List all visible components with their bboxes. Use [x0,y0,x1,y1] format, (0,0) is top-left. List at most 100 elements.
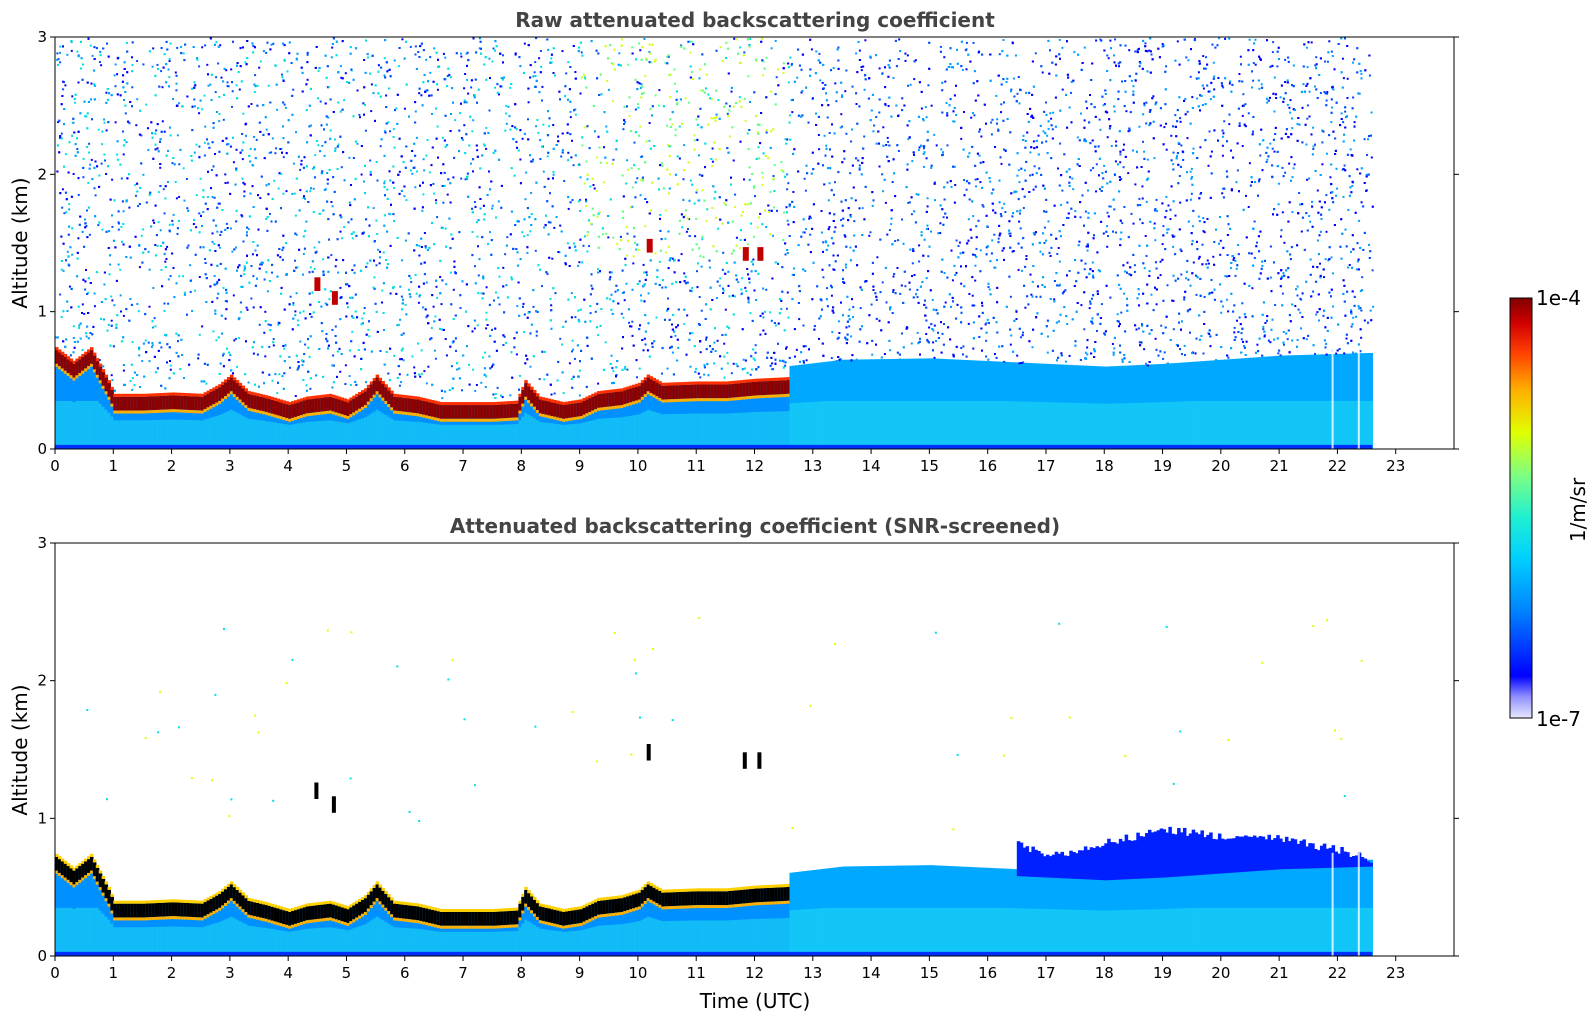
noise-speck [434,357,437,360]
noise-speck [154,244,157,246]
noise-speck [491,207,494,210]
layer-edge [419,413,423,417]
layer-edge [189,393,193,397]
near-ground-column [317,421,321,449]
layer-core [611,392,616,407]
noise-speck [347,221,350,224]
layer-edge [655,396,659,400]
noise-speck [612,236,615,239]
noise-speck [1321,141,1324,144]
noise-speck [295,131,297,134]
layer-core [468,405,473,419]
near-ground-column [92,400,97,449]
near-ground-column [1025,401,1030,449]
near-ground-column [702,413,706,449]
near-ground-column [579,423,584,449]
near-ground-column [882,400,887,449]
near-ground-column [226,411,231,449]
near-ground-column [1305,400,1309,449]
noise-speck [485,147,488,150]
noise-speck [590,284,593,287]
noise-speck [689,51,692,54]
noise-speck [653,60,656,63]
noise-speck [162,188,165,191]
layer-edge [206,407,211,411]
noise-speck [476,324,479,327]
noise-speck [1018,220,1021,223]
noise-speck [414,45,417,48]
layer-core [177,395,181,410]
noise-speck [1342,121,1345,124]
noise-speck [770,47,773,50]
near-ground-column [512,424,517,449]
layer-edge [285,417,289,421]
noise-speck [585,200,588,203]
layer-edge [410,412,415,416]
noise-speck [837,320,840,323]
noise-speck [775,76,778,79]
near-ground-column [1078,403,1082,449]
layer-edge [413,396,417,400]
noise-speck [81,303,84,306]
near-ground-column [815,401,820,449]
layer-core [454,405,458,419]
noise-speck [398,373,401,376]
near-ground-column [200,420,205,449]
layer-edge [136,410,141,414]
noise-speck [1167,228,1170,231]
layer-edge [532,406,537,410]
near-ground-column [224,412,228,449]
noise-speck [431,112,433,115]
noise-speck [131,86,134,89]
noise-speck [726,351,729,354]
noise-speck [1218,37,1221,40]
noise-speck [884,201,887,204]
noise-speck [606,80,609,82]
near-ground-column [1037,401,1041,449]
layer-edge [366,384,371,388]
haze-column [89,350,94,449]
layer-edge [212,404,216,408]
noise-speck [783,211,786,214]
noise-speck [1109,39,1112,42]
noise-speck [224,173,227,176]
noise-speck [226,227,229,229]
near-ground-column [1369,400,1373,449]
noise-speck [1272,41,1275,44]
noise-speck [1130,79,1133,82]
noise-speck [484,386,487,388]
noise-speck [549,221,552,224]
layer-edge [582,414,587,418]
near-ground-column [326,420,330,449]
near-ground-column [428,423,432,449]
layer-edge [570,400,575,404]
layer-edge [646,391,651,395]
noise-speck [1058,38,1061,41]
noise-speck [1271,147,1274,150]
noise-speck [295,292,298,295]
near-ground-column [859,400,863,449]
near-ground-column [110,416,114,449]
noise-speck [1292,64,1295,67]
noise-speck [1213,88,1216,91]
layer-core [524,383,528,397]
noise-speck [883,353,886,355]
noise-speck [957,245,960,247]
near-ground-column [1028,401,1032,449]
layer-core [675,385,680,399]
noise-speck [417,342,419,345]
layer-edge [84,351,88,355]
noise-speck [683,272,686,275]
noise-speck [176,46,179,49]
layer-core [396,397,400,411]
layer-core [436,404,441,419]
near-ground-column [340,422,345,449]
layer-core [786,380,791,394]
noise-speck [803,177,806,180]
layer-edge [133,393,138,397]
noise-speck [1061,88,1064,91]
noise-speck [1241,302,1244,305]
layer-core [276,401,281,416]
noise-speck [1238,122,1241,125]
noise-speck [464,178,467,181]
